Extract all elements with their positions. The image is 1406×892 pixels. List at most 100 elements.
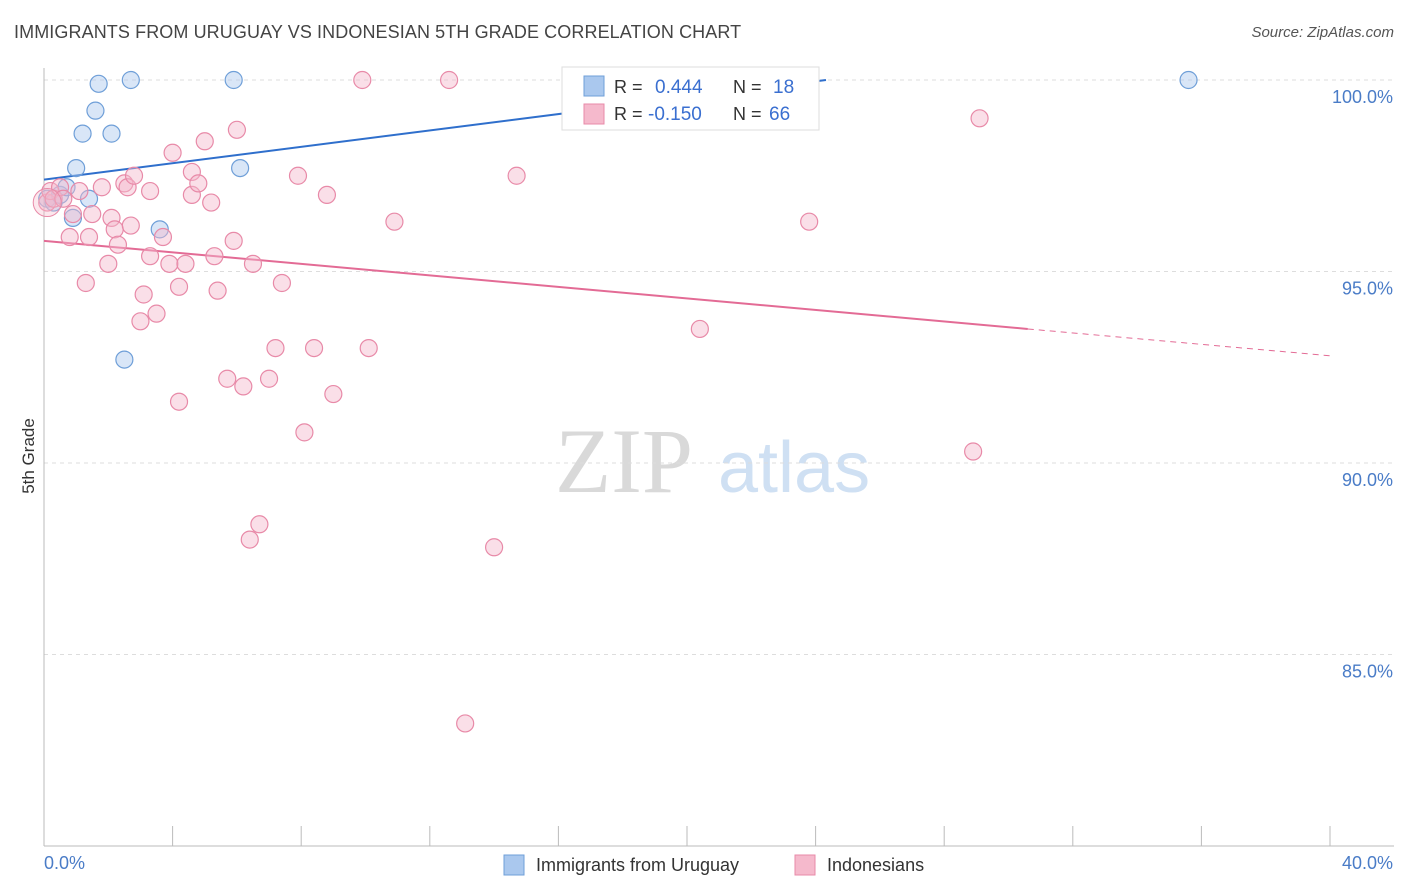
point-indonesian — [60, 227, 79, 247]
point-indonesian — [92, 178, 111, 197]
trend-line-indonesian — [43, 239, 1028, 330]
point-uruguay — [231, 158, 250, 178]
point-indonesian — [266, 339, 285, 358]
point-indonesian — [195, 132, 214, 151]
point-indonesian — [288, 166, 308, 185]
point-indonesian — [317, 185, 337, 204]
y-tick-label: 90.0% — [1342, 470, 1393, 490]
stats-pink-n-value: 66 — [769, 104, 790, 125]
point-indonesian — [259, 369, 279, 388]
legend-blue-label: Immigrants from Uruguay — [536, 855, 739, 875]
point-indonesian — [182, 185, 201, 204]
axes — [43, 68, 1394, 847]
watermark-atlas: atlas — [718, 428, 870, 508]
point-indonesian — [189, 174, 208, 193]
point-indonesian — [507, 166, 526, 185]
point-indonesian — [970, 109, 989, 128]
point-uruguay — [86, 101, 105, 120]
point-uruguay — [115, 350, 134, 369]
point-indonesian — [485, 538, 504, 557]
x-tick-label: 40.0% — [1342, 853, 1393, 873]
point-indonesian — [63, 204, 83, 224]
point-indonesian — [140, 181, 160, 201]
point-indonesian — [272, 273, 292, 293]
point-indonesian — [153, 227, 173, 247]
point-indonesian — [76, 273, 95, 293]
stats-blue-r-value: 0.444 — [655, 77, 703, 98]
point-uruguay — [73, 124, 92, 143]
point-indonesian — [234, 377, 253, 396]
point-uruguay — [1179, 70, 1198, 90]
point-indonesian — [324, 384, 343, 404]
point-uruguay — [89, 74, 108, 93]
point-indonesian — [118, 178, 137, 197]
y-tick-label: 100.0% — [1332, 87, 1393, 107]
point-indonesian — [124, 166, 144, 185]
point-indonesian — [205, 247, 224, 266]
point-indonesian — [131, 312, 150, 331]
point-indonesian — [83, 204, 102, 224]
watermark-zip: ZIP — [555, 410, 693, 512]
point-indonesian — [182, 162, 201, 182]
point-uruguay — [121, 70, 140, 90]
stats-blue-swatch — [583, 75, 605, 97]
y-axis-label: 5th Grade — [19, 418, 38, 494]
source-credit: Source: ZipAtlas.com — [1251, 24, 1394, 41]
stats-blue-n-label: N = — [733, 77, 762, 97]
point-indonesian — [105, 220, 124, 239]
y-tick-label: 85.0% — [1342, 662, 1393, 682]
point-indonesian — [224, 231, 243, 250]
tick-labels: 85.0% 90.0% 95.0% 100.0% 0.0% 40.0% — [44, 87, 1393, 873]
point-indonesian — [160, 254, 179, 273]
y-tick-label: 95.0% — [1342, 279, 1393, 299]
point-indonesian — [304, 339, 324, 358]
stats-blue-n-value: 18 — [773, 77, 794, 98]
point-indonesian — [800, 212, 819, 231]
point-indonesian — [227, 120, 246, 139]
point-indonesian — [70, 181, 89, 201]
point-indonesian — [690, 319, 709, 339]
point-indonesian — [240, 530, 259, 549]
point-indonesian — [140, 247, 160, 266]
stats-pink-n-label: N = — [733, 104, 762, 124]
point-indonesian — [353, 70, 372, 90]
point-indonesian — [147, 304, 166, 323]
point-indonesian — [121, 216, 140, 235]
point-indonesian — [243, 254, 263, 273]
legend-pink-swatch — [794, 854, 816, 876]
point-indonesian — [169, 277, 189, 296]
point-uruguay — [102, 124, 121, 143]
stats-pink-swatch — [583, 103, 605, 125]
trend-line-indonesian-extension — [1027, 328, 1331, 357]
bottom-legend: Immigrants from Uruguay Indonesians — [503, 854, 924, 876]
point-uruguay — [79, 189, 99, 208]
point-indonesian — [295, 423, 314, 442]
point-indonesian — [99, 254, 118, 273]
point-indonesian — [250, 515, 269, 534]
point-indonesian — [202, 193, 221, 212]
point-indonesian — [163, 143, 182, 162]
x-tick-label: 0.0% — [44, 853, 85, 873]
stats-legend: R = 0.444 N = 18 R = -0.150 N = 66 — [561, 66, 820, 131]
point-indonesian — [218, 369, 237, 388]
point-indonesian — [102, 208, 121, 227]
data-points — [32, 70, 1198, 733]
point-indonesian — [79, 227, 99, 247]
point-indonesian — [964, 442, 983, 461]
point-indonesian — [385, 212, 404, 231]
point-indonesian — [439, 70, 459, 90]
stats-pink-r-label: R = — [614, 104, 643, 124]
legend-blue-swatch — [503, 854, 525, 876]
stats-pink-r-value: -0.150 — [648, 104, 702, 125]
point-cluster — [32, 188, 62, 218]
point-indonesian — [169, 392, 189, 411]
point-indonesian — [359, 339, 378, 358]
point-indonesian — [176, 254, 195, 273]
point-indonesian — [134, 285, 153, 304]
point-indonesian — [108, 235, 128, 254]
chart-title: IMMIGRANTS FROM URUGUAY VS INDONESIAN 5T… — [14, 22, 742, 42]
point-indonesian — [456, 714, 475, 733]
point-uruguay — [67, 158, 86, 178]
stats-blue-r-label: R = — [614, 77, 643, 97]
